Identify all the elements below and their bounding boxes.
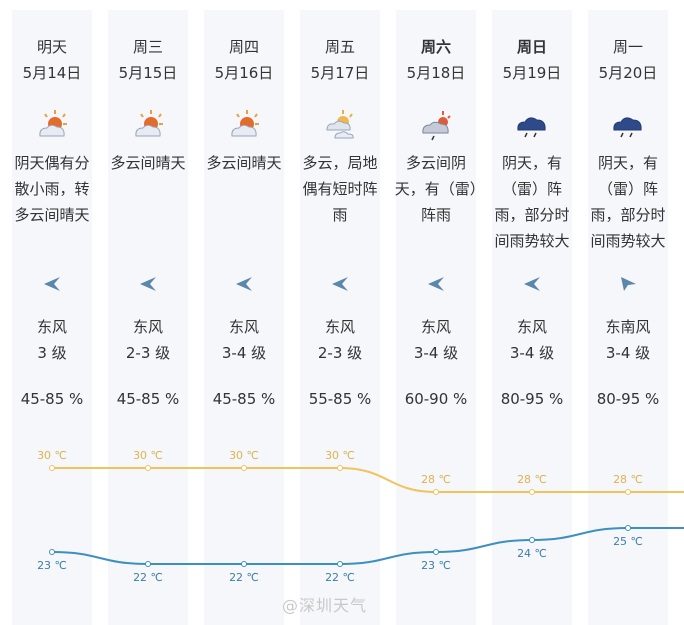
day-column	[300, 10, 380, 625]
wind-level: 3 级	[37, 344, 67, 362]
humidity: 80-95 %	[596, 390, 660, 408]
weather-description: 多云间阴天，有（雷）阵雨	[394, 154, 478, 224]
wind-direction-icon	[292, 276, 388, 296]
date-label: 5月20日	[598, 64, 658, 82]
date-label: 5月19日	[502, 64, 562, 82]
weather-description: 阴天偶有分散小雨，转多云间晴天	[14, 154, 90, 224]
wind-direction-icon	[388, 276, 484, 296]
wind-level: 3-4 级	[413, 344, 459, 362]
weather-description: 阴天，有（雷）阵雨，部分时间雨势较大	[494, 154, 570, 250]
svg-text:28 ℃: 28 ℃	[613, 473, 643, 486]
wind-level: 2-3 级	[125, 344, 171, 362]
wind-direction: 东风	[132, 318, 163, 336]
svg-text:22 ℃: 22 ℃	[133, 571, 163, 584]
wind-level: 3-4 级	[605, 344, 651, 362]
day-label: 周三	[132, 38, 163, 56]
wind-level: 3-4 级	[221, 344, 267, 362]
date-label: 5月17日	[310, 64, 370, 82]
day-label: 周五	[324, 38, 355, 56]
svg-text:30 ℃: 30 ℃	[325, 449, 355, 462]
wind-direction-icon	[484, 276, 580, 296]
weather-description: 多云间晴天	[206, 154, 282, 172]
day-label: 周六	[420, 38, 451, 56]
humidity: 80-95 %	[500, 390, 564, 408]
humidity: 45-85 %	[20, 390, 84, 408]
svg-text:30 ℃: 30 ℃	[133, 449, 163, 462]
partly-cloudy-sun-icon	[4, 108, 100, 142]
svg-text:28 ℃: 28 ℃	[421, 473, 451, 486]
partly-cloudy-sun-icon	[100, 108, 196, 142]
svg-text:24 ℃: 24 ℃	[517, 547, 547, 560]
day-column	[396, 10, 476, 625]
wind-direction: 东风	[324, 318, 355, 336]
cloudy-sun-icon	[292, 108, 388, 142]
wind-level: 2-3 级	[317, 344, 363, 362]
weather-description: 多云间晴天	[110, 154, 186, 172]
high-temp-line	[51, 467, 684, 493]
humidity: 55-85 %	[308, 390, 372, 408]
wind-level: 3-4 级	[509, 344, 555, 362]
cloud-sun-rain-icon	[388, 108, 484, 142]
day-label: 周四	[228, 38, 259, 56]
wind-direction-icon	[580, 276, 676, 296]
temperature-chart: 30 ℃ 30 ℃ 30 ℃ 30 ℃ 28 ℃ 28 ℃ 28 ℃ 23 ℃ 22 ℃ 22 ℃…	[37, 449, 684, 584]
svg-text:30 ℃: 30 ℃	[37, 449, 67, 462]
wind-direction: 东南风	[605, 318, 651, 336]
day-label: 明天	[36, 38, 67, 56]
rain-cloud-icon	[580, 108, 676, 142]
day-column	[204, 10, 284, 625]
day-column	[588, 10, 668, 625]
svg-text:23 ℃: 23 ℃	[421, 559, 451, 572]
day-column	[492, 10, 572, 625]
date-label: 5月18日	[406, 64, 466, 82]
rain-cloud-icon	[484, 108, 580, 142]
humidity: 45-85 %	[116, 390, 180, 408]
svg-text:25 ℃: 25 ℃	[613, 535, 643, 548]
humidity: 60-90 %	[404, 390, 468, 408]
humidity: 45-85 %	[212, 390, 276, 408]
wind-direction-icon	[100, 276, 196, 296]
watermark: @深圳天气	[282, 596, 368, 615]
wind-direction: 东风	[420, 318, 451, 336]
svg-text:22 ℃: 22 ℃	[325, 571, 355, 584]
date-label: 5月15日	[118, 64, 178, 82]
svg-text:30 ℃: 30 ℃	[229, 449, 259, 462]
weather-description: 多云，局地偶有短时阵雨	[302, 154, 378, 224]
wind-direction-icon	[4, 276, 100, 296]
date-label: 5月16日	[214, 64, 274, 82]
date-label: 5月14日	[22, 64, 82, 82]
low-temp-line	[51, 527, 684, 565]
weather-description: 阴天，有（雷）阵雨，部分时间雨势较大	[590, 154, 666, 250]
svg-text:22 ℃: 22 ℃	[229, 571, 259, 584]
day-label: 周一	[612, 38, 643, 56]
day-label: 周日	[516, 38, 547, 56]
svg-text:23 ℃: 23 ℃	[37, 559, 67, 572]
day-column	[12, 10, 92, 625]
wind-direction: 东风	[36, 318, 67, 336]
partly-cloudy-sun-icon	[196, 108, 292, 142]
wind-direction: 东风	[228, 318, 259, 336]
day-column	[108, 10, 188, 625]
wind-direction-icon	[196, 276, 292, 296]
svg-text:28 ℃: 28 ℃	[517, 473, 547, 486]
wind-direction: 东风	[516, 318, 547, 336]
